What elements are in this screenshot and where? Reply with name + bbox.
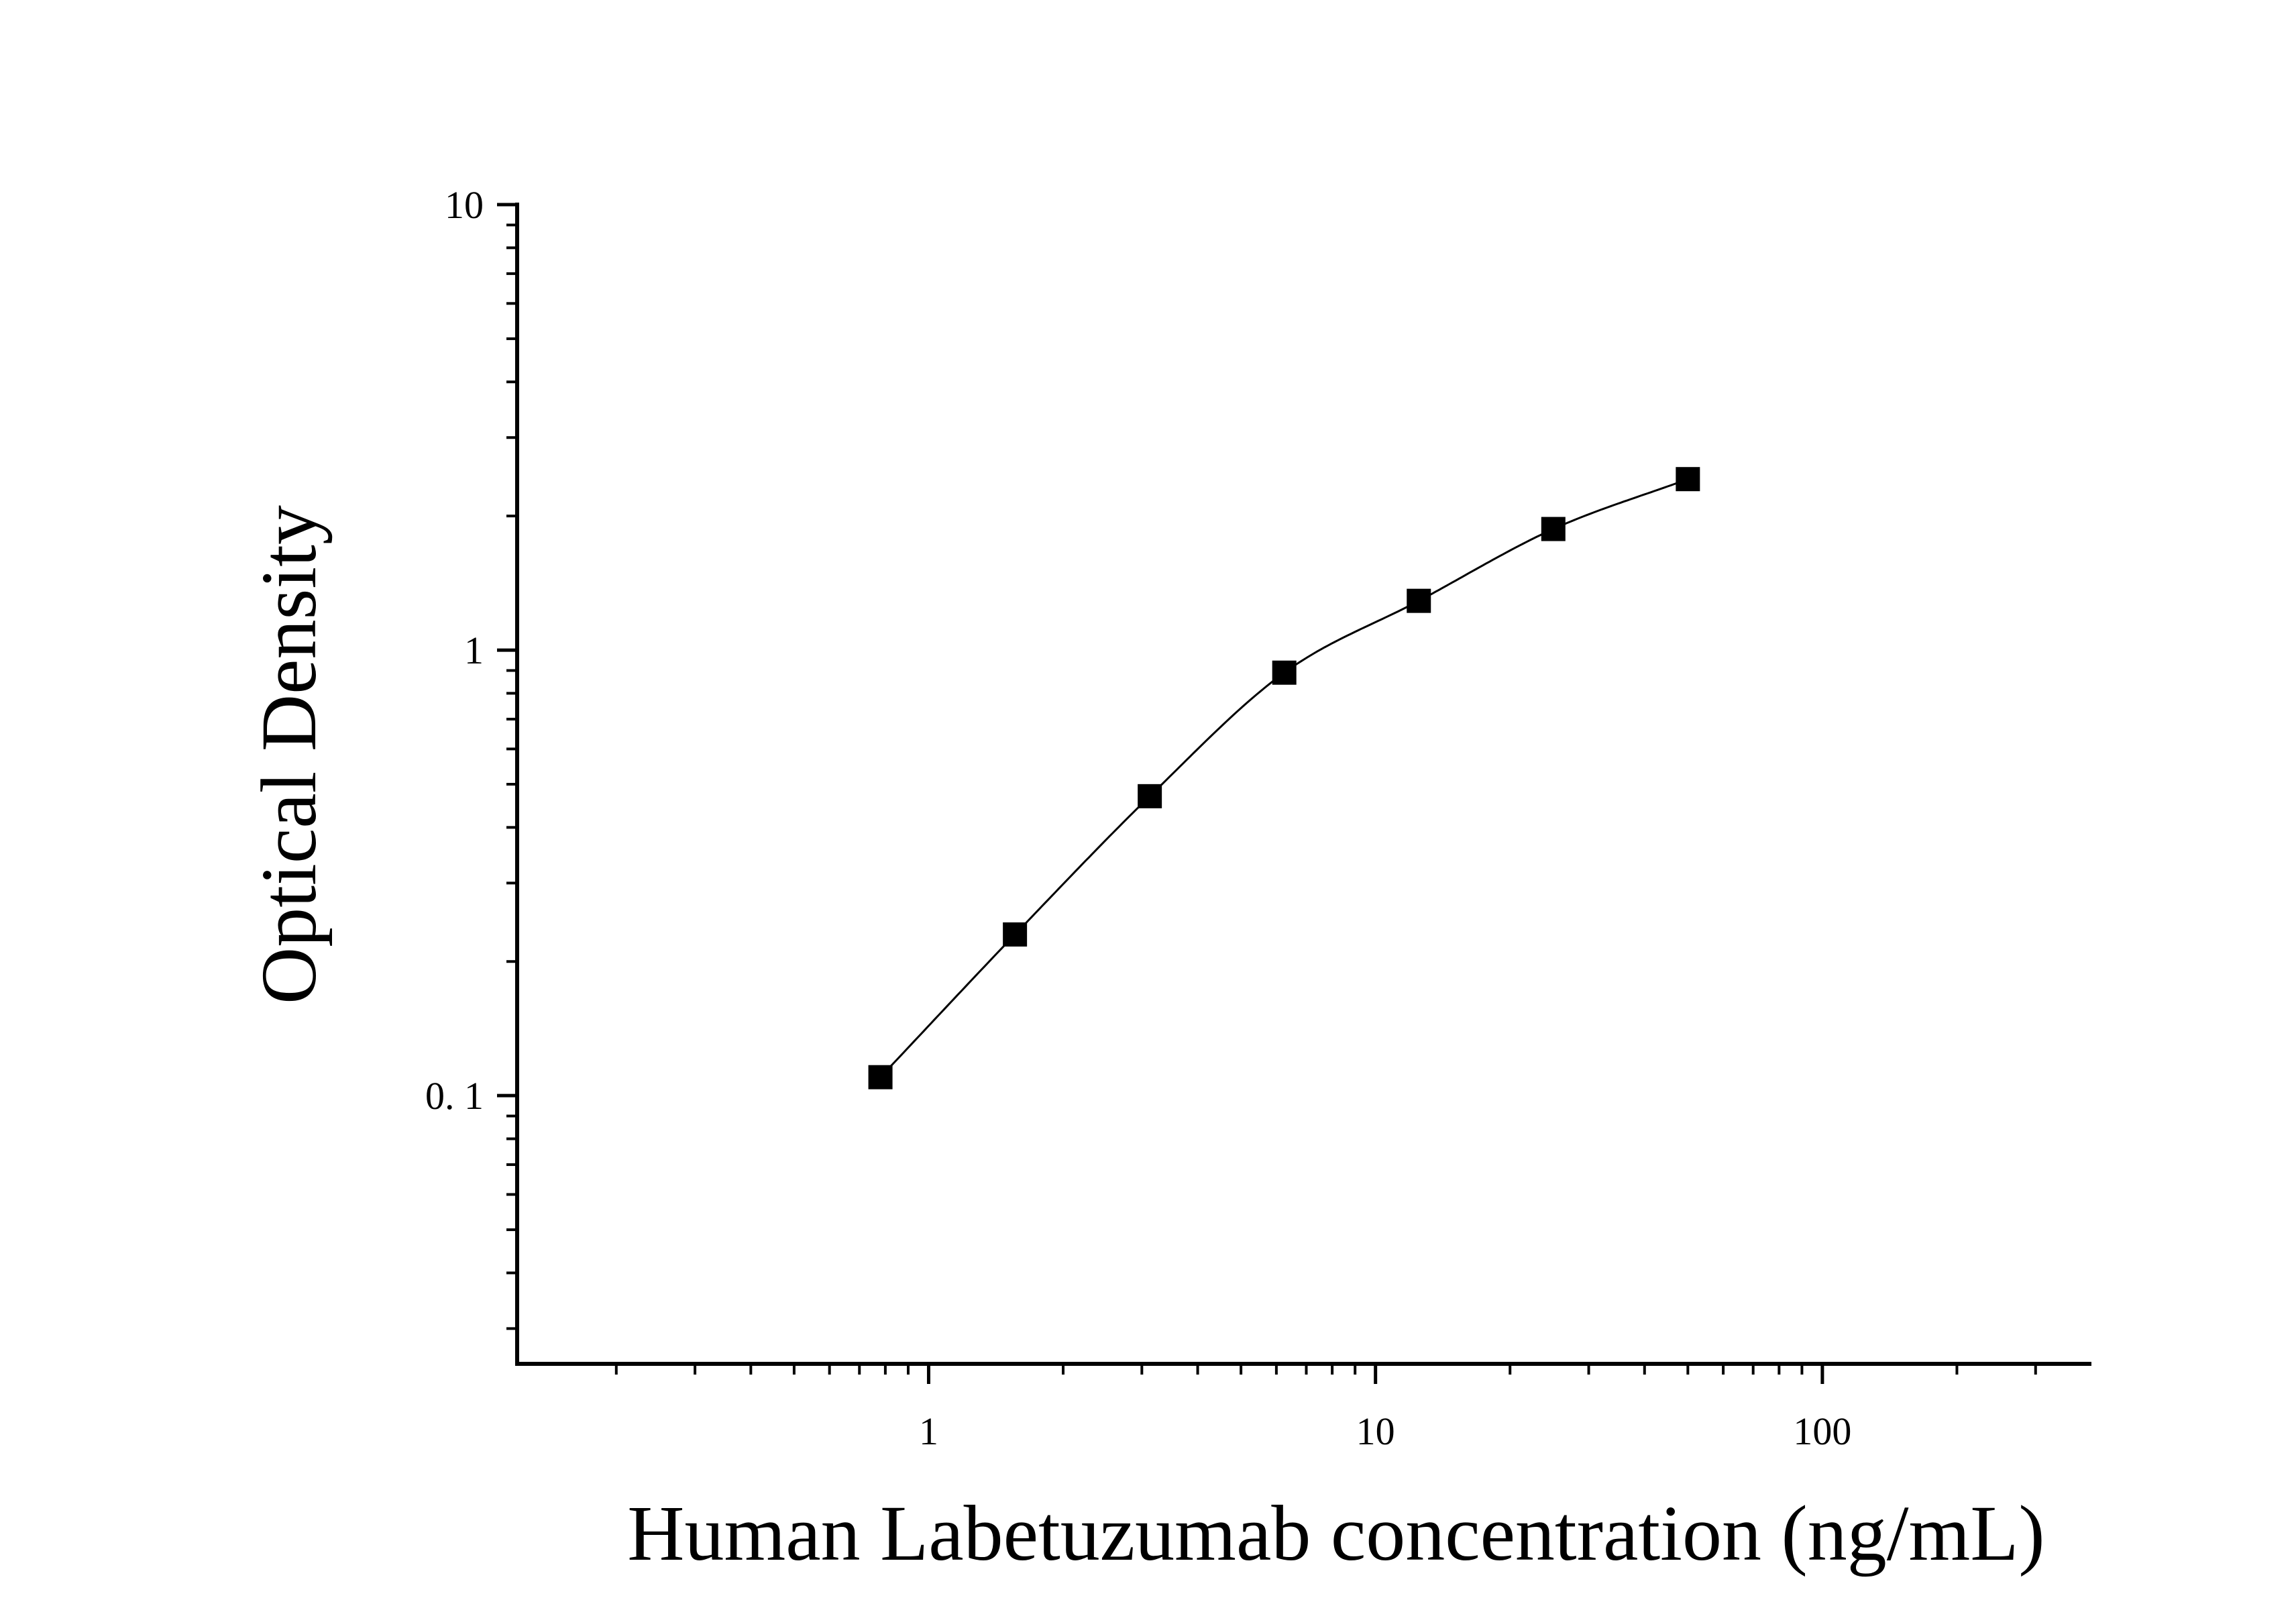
y-tick-label: 0. 1	[425, 1074, 484, 1118]
data-point	[868, 1065, 893, 1089]
x-axis-title: Human Labetuzumab concentration (ng/mL)	[627, 1489, 2044, 1577]
y-tick-label: 10	[445, 183, 484, 227]
fit-curve	[879, 478, 1688, 1078]
data-points	[868, 467, 1700, 1089]
y-axis-title: Optical Density	[245, 505, 333, 1004]
y-tick-label: 1	[464, 629, 484, 672]
data-point	[1138, 784, 1162, 808]
x-tick-label: 100	[1793, 1409, 1851, 1453]
x-tick-label: 1	[919, 1409, 938, 1453]
y-axis-major-ticks: 0. 1 1 10	[425, 183, 517, 1118]
x-tick-label: 10	[1356, 1409, 1395, 1453]
x-axis-major-ticks: 1 10 100	[919, 1364, 1851, 1453]
data-point	[1272, 660, 1297, 685]
data-point	[1407, 588, 1431, 613]
data-point	[1676, 467, 1700, 492]
data-point	[1003, 922, 1028, 947]
data-point	[1541, 517, 1566, 541]
